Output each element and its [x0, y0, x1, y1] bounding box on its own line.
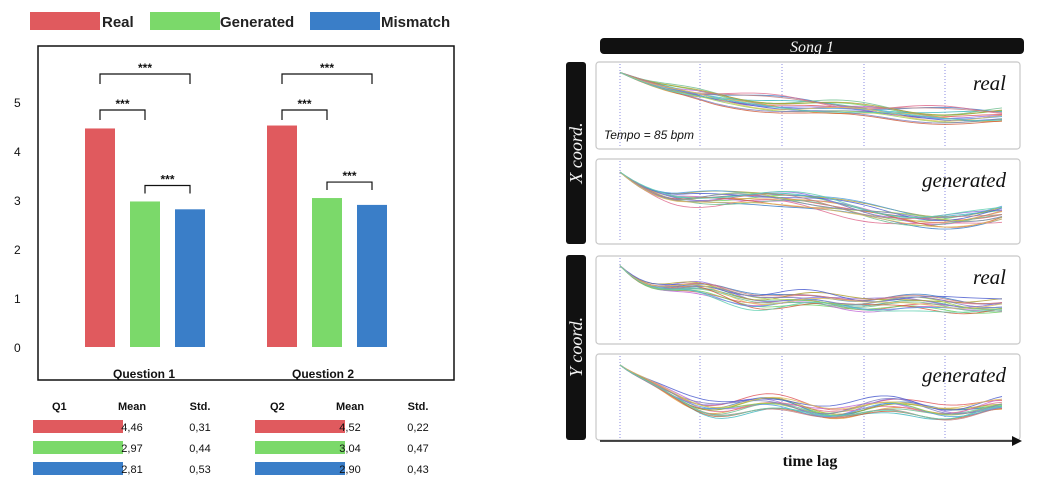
table-2-mean-2: 2,90: [339, 464, 360, 476]
trajectory-line-2-9: [619, 171, 1003, 218]
bracket-real-generated-q2: [281, 109, 328, 120]
bracket-real-mismatch-q2: [281, 73, 373, 84]
table-1-swatch-2: [33, 462, 123, 475]
time-lag-label: time lag: [783, 453, 838, 470]
table-2-std-2: 0,43: [407, 464, 428, 476]
bracket-real-generated-q2-label: ***: [297, 97, 311, 111]
bar-real-q2: [267, 125, 297, 348]
table-1-mean-0: 4,46: [121, 422, 142, 434]
trajectory-panel: Song 1 X coord. Y coord. real Tempo = 85 …: [566, 38, 1024, 470]
y-tick-3: 3: [14, 194, 21, 208]
bracket-generated-mismatch-q2: [326, 181, 373, 191]
table-2-header-1: Mean: [336, 401, 364, 413]
trajectory-line-3-1: [619, 265, 1003, 314]
bar-mismatch-q2: [357, 204, 387, 347]
bar-generated-q2: [312, 198, 342, 347]
y-tick-1: 1: [14, 292, 21, 306]
table-2-header-2: Std.: [408, 401, 429, 413]
trajectory-line-4-12: [619, 364, 1003, 418]
y-coord-label: Y coord.: [566, 317, 586, 377]
legend-label-real: Real: [102, 14, 134, 31]
trajectory-line-4-16: [619, 364, 1003, 410]
time-axis-arrowhead: [1012, 436, 1022, 446]
legend: Real Generated Mismatch: [30, 12, 450, 31]
table-2-mean-0: 4,52: [339, 422, 360, 434]
legend-label-mismatch: Mismatch: [381, 14, 450, 31]
trajectory-line-2-17: [619, 171, 1003, 218]
trajectory-line-2-15: [619, 171, 1003, 223]
table-1-mean-2: 2,81: [121, 464, 142, 476]
bracket-real-mismatch-q2-label: ***: [320, 61, 334, 75]
y-tick-0: 0: [14, 341, 21, 355]
table-1-swatch-1: [33, 441, 123, 454]
bracket-real-generated-q1: [99, 109, 146, 120]
table-1-std-2: 0,53: [189, 464, 210, 476]
bar-mismatch-q1: [175, 209, 205, 347]
trajectory-line-3-0: [619, 265, 1003, 311]
bar-generated-q1: [130, 201, 160, 347]
x-tick-question-2: Question 2: [292, 367, 354, 381]
trajectory-line-1-17: [619, 71, 1003, 122]
y-tick-2: 2: [14, 243, 21, 257]
song-title: Song 1: [790, 39, 834, 56]
table-2-swatch-0: [255, 420, 345, 433]
panel-label-3: real: [973, 265, 1006, 289]
table-1-header-2: Std.: [190, 401, 211, 413]
table-1-std-1: 0,44: [189, 443, 210, 455]
legend-swatch-generated: [150, 12, 220, 30]
panel-label-1: real: [973, 71, 1006, 95]
trajectory-line-1-9: [619, 71, 1003, 116]
panel-label-2: generated: [922, 168, 1006, 192]
significance-brackets: *** *** *** *** *** ***: [99, 61, 373, 194]
bracket-generated-mismatch-q1-label: ***: [160, 172, 174, 186]
y-tick-5: 5: [14, 96, 21, 110]
bracket-generated-mismatch-q2-label: ***: [342, 169, 356, 183]
table-2-std-0: 0,22: [407, 422, 428, 434]
stats-tables: Q1 Mean Std. 4,46 0,31 2,97 0,44 2,81 0,53 Q2 Mean…: [33, 401, 429, 476]
bar-real-q1: [85, 128, 115, 347]
table-1-mean-1: 2,97: [121, 443, 142, 455]
table-2-swatch-1: [255, 441, 345, 454]
trajectory-line-4-17: [619, 364, 1003, 420]
table-1-header-1: Mean: [118, 401, 146, 413]
line-panels: real Tempo = 85 bpm generated real generated: [595, 61, 1021, 441]
bracket-real-generated-q1-label: ***: [115, 97, 129, 111]
bracket-generated-mismatch-q1: [144, 184, 191, 194]
trajectory-line-1-16: [619, 71, 1003, 122]
song-title-bar: [600, 38, 1024, 54]
bars: [85, 125, 387, 348]
trajectory-line-3-17: [619, 265, 1003, 313]
y-tick-4: 4: [14, 145, 21, 159]
panel-label-4: generated: [922, 363, 1006, 387]
table-2-std-1: 0,47: [407, 443, 428, 455]
x-coord-label-bar: [566, 62, 586, 244]
bracket-real-mismatch-q1: [99, 73, 191, 84]
table-1-swatch-0: [33, 420, 123, 433]
legend-label-generated: Generated: [220, 14, 294, 31]
trajectory-line-3-9: [619, 265, 1003, 303]
legend-swatch-real: [30, 12, 100, 30]
line-panel-4: [595, 353, 1021, 441]
table-1-header-0: Q1: [52, 401, 67, 413]
table-2-mean-1: 3,04: [339, 443, 360, 455]
trajectory-line-3-16: [619, 265, 1003, 309]
trajectory-line-2-10: [619, 171, 1003, 221]
x-coord-label: X coord.: [566, 122, 586, 184]
bracket-real-mismatch-q1-label: ***: [138, 61, 152, 75]
legend-swatch-mismatch: [310, 12, 380, 30]
trajectory-line-3-11: [619, 265, 1003, 315]
trajectory-line-2-16: [619, 171, 1003, 228]
x-tick-question-1: Question 1: [113, 367, 175, 381]
tempo-note: Tempo = 85 bpm: [604, 128, 694, 142]
plot-frame: [37, 45, 455, 381]
table-1-std-0: 0,31: [189, 422, 210, 434]
trajectory-line-1-11: [619, 71, 1003, 125]
table-2-header-0: Q2: [270, 401, 285, 413]
table-2-swatch-2: [255, 462, 345, 475]
y-coord-label-bar: [566, 255, 586, 440]
y-axis-ticks: 0 1 2 3 4 5: [14, 96, 21, 355]
